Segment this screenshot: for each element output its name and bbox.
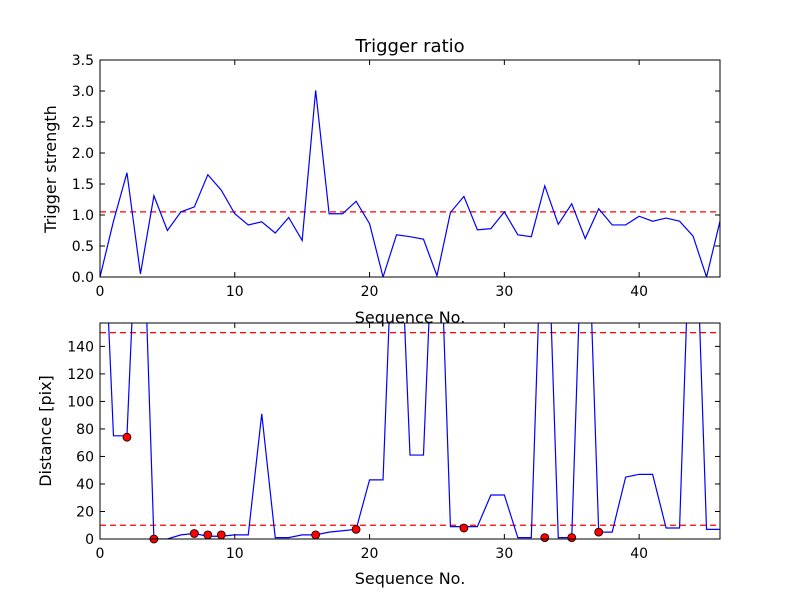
marker-point: [567, 533, 577, 543]
x-tick-label: 40: [630, 284, 648, 300]
plot-area: 0 10 20 30 40 0.0 0.5 1.0 1.5 2.0 2.5 3.0 3.5: [72, 53, 721, 300]
y-tick-label: 2.5: [72, 115, 94, 131]
series-line-0: [107, 323, 720, 539]
marker-point: [122, 432, 132, 442]
axes-frame: [99, 59, 721, 278]
y-axis-label: Trigger strength: [41, 105, 60, 234]
marker-point: [540, 533, 550, 543]
y-tick-label: 0.0: [72, 270, 94, 286]
y-tick-label: 2.0: [72, 146, 94, 162]
x-tick-label: 20: [361, 546, 379, 562]
y-tick-label: 1.5: [72, 177, 94, 193]
marker-point: [594, 527, 604, 537]
y-tick-label: 3.5: [72, 53, 94, 69]
chart-title: Trigger ratio: [354, 36, 464, 57]
marker-point: [459, 523, 469, 533]
series-line-0: [100, 90, 720, 277]
trigger-ratio-chart: Trigger ratio Sequence No. Trigger stren…: [41, 36, 721, 327]
x-tick-label: 40: [630, 546, 648, 562]
y-tick-label: 1.0: [72, 208, 94, 224]
distance-chart: Sequence No. Distance [pix] 0 10 20 30 40 0 20…: [36, 322, 721, 588]
x-tick-label: 0: [96, 546, 105, 562]
x-axis-label: Sequence No.: [355, 308, 466, 327]
x-tick-label: 10: [226, 546, 244, 562]
marker-point: [311, 530, 321, 540]
marker-point: [351, 524, 361, 534]
marker-point: [189, 529, 199, 538]
axes-frame: [99, 322, 721, 540]
x-tick-label: 20: [361, 284, 379, 300]
y-tick-label: 100: [67, 394, 94, 410]
x-axis-label: Sequence No.: [355, 569, 466, 588]
y-tick-label: 140: [67, 339, 94, 355]
x-tick-label: 30: [495, 284, 513, 300]
y-tick-label: 20: [76, 504, 94, 520]
marker-point: [203, 530, 213, 540]
x-tick-label: 10: [226, 284, 244, 300]
y-tick-label: 0.5: [72, 239, 94, 255]
y-tick-label: 60: [76, 449, 94, 465]
x-tick-label: 30: [495, 546, 513, 562]
marker-point: [216, 530, 226, 540]
x-tick-label: 0: [96, 284, 105, 300]
plot-clip-group: [100, 323, 720, 539]
y-tick-label: 120: [67, 367, 94, 383]
plot-area: 0 10 20 30 40 0 20 40 60 80 100 120 140: [67, 322, 721, 562]
y-tick-label: 3.0: [72, 84, 94, 100]
y-tick-label: 40: [76, 477, 94, 493]
y-axis-label: Distance [pix]: [36, 375, 55, 487]
y-tick-label: 80: [76, 422, 94, 438]
y-tick-label: 0: [85, 532, 94, 548]
plot-clip-group: [100, 90, 720, 277]
